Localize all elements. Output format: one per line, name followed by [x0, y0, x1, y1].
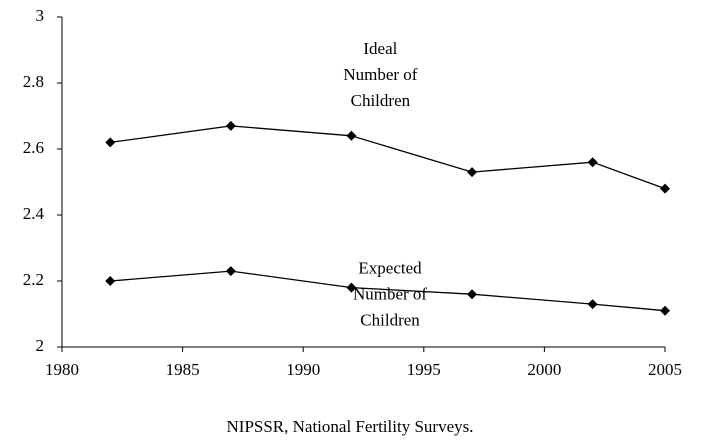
data-point [660, 305, 670, 316]
y-tick-label: 2 [36, 336, 45, 355]
x-tick-label: 1995 [407, 360, 441, 379]
y-tick-label: 3 [36, 6, 45, 25]
x-tick-label: 2005 [648, 360, 682, 379]
x-tick-label: 2000 [527, 360, 561, 379]
series-line [110, 125, 666, 190]
x-tick-label: 1985 [166, 360, 200, 379]
y-tick-label: 2.6 [23, 138, 44, 157]
data-point [105, 137, 116, 148]
data-point [587, 157, 598, 168]
data-point [225, 266, 236, 277]
series-line [110, 270, 666, 312]
source-note: NIPSSR, National Fertility Surveys. [227, 417, 474, 436]
data-point [346, 282, 357, 293]
data-point [225, 120, 236, 131]
data-point [105, 276, 116, 286]
data-point [467, 167, 478, 178]
data-point [660, 183, 670, 194]
data-point [587, 299, 598, 310]
data-point [467, 289, 478, 300]
x-tick-label: 1990 [286, 360, 320, 379]
series-label: Expected Number of Children [353, 258, 427, 329]
series-label: Ideal Number of Children [343, 39, 417, 110]
y-tick-label: 2.8 [23, 72, 44, 91]
y-tick-label: 2.2 [23, 270, 44, 289]
data-point [346, 130, 357, 141]
y-tick-label: 2.4 [23, 204, 45, 223]
x-tick-label: 1980 [45, 360, 79, 379]
